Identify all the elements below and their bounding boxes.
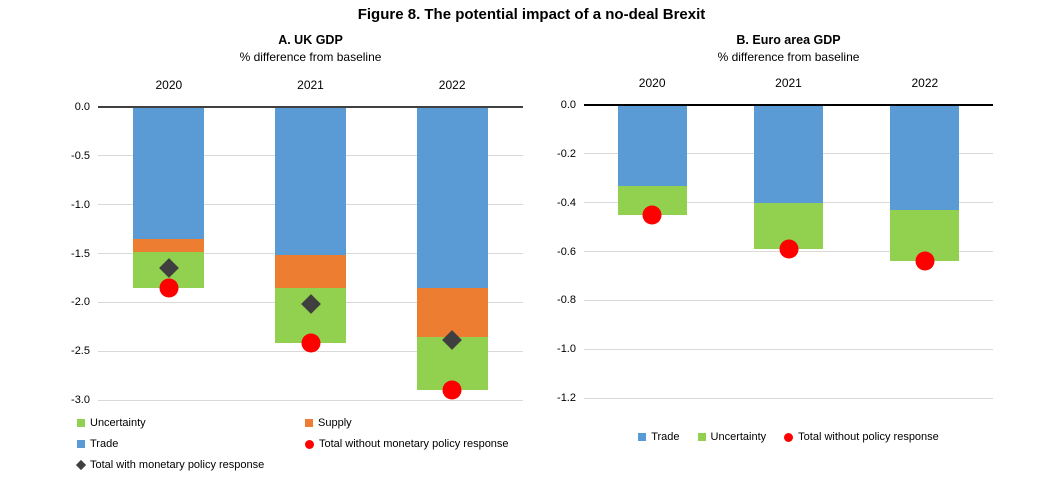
bar-trade-2021 [754,105,823,203]
legend-item-total-without-policy-response: Total without policy response [784,431,939,443]
x-category-label-2020: 2020 [155,78,183,92]
legend-item-trade: Trade [77,438,118,450]
figure-title: Figure 8. The potential impact of a no-d… [357,6,706,23]
marker-total-without-policy-response-2022 [915,251,935,271]
marker-total-without-monetary-policy-response-2020 [159,278,179,298]
zero-axis-line [584,104,993,106]
y-tick-label-0.0: 0.0 [560,99,576,111]
legend-label-trade: Trade [90,438,119,450]
y-tick-label--1.5: -1.5 [71,247,90,260]
diamond-legend-icon [75,459,87,471]
panel-a-title: A. UK GDP [278,33,343,47]
y-tick-label-0.0: 0.0 [74,101,90,113]
y-tick-label--0.6: -0.6 [557,245,576,258]
legend-item-trade: Trade [638,431,680,443]
bar-trade-2022 [890,105,960,210]
panel-a-subtitle: % difference from baseline [239,50,382,64]
x-category-label-2020: 2020 [638,76,666,90]
y-tick-label--2.0: -2.0 [71,296,90,309]
marker-total-without-monetary-policy-response-2021 [301,333,320,353]
y-tick-label--1.0: -1.0 [557,343,576,356]
legend-item-total-without-monetary-policy-response: Total without monetary policy response [305,438,509,450]
legend-label-uncertainty: Uncertainty [90,417,146,429]
y-tick-label--1.2: -1.2 [557,392,576,404]
legend-item-uncertainty: Uncertainty [77,417,146,429]
marker-total-without-policy-response-2020 [642,205,662,225]
legend-label-uncertainty: Uncertainty [710,431,767,443]
square-legend-icon [697,433,706,441]
square-legend-icon [638,433,647,441]
y-tick-label--3.0: -3.0 [71,394,90,406]
bar-trade-2020 [133,107,205,239]
bar-trade-2020 [617,105,687,186]
legend-label-total-with-monetary-policy-response: Total with monetary policy response [90,459,265,471]
y-tick-label--0.5: -0.5 [71,149,90,162]
panel-b-title: B. Euro area GDP [736,33,841,47]
legend-row: Trade Uncertainty Total without policy res… [584,431,993,443]
y-tick-label--1.0: -1.0 [71,198,90,211]
legend-item-total-with-monetary-policy-response: Total with monetary policy response [75,459,265,471]
gridline--1.2 [584,397,993,399]
marker-total-without-policy-response-2021 [779,239,798,259]
circle-legend-icon [305,439,314,449]
gridline--0.8 [584,299,993,301]
legend-label-total-without-monetary-policy-response: Total without monetary policy response [319,438,509,450]
zero-axis-line [98,106,523,108]
y-tick-label--0.4: -0.4 [557,196,576,209]
legend-item-uncertainty: Uncertainty [697,431,767,443]
gridline--1.0 [584,348,993,350]
legend-label-total-without-policy-response: Total without policy response [798,431,939,443]
y-tick-label--0.2: -0.2 [557,147,576,160]
bar-supply-2021 [275,255,346,288]
legend-label-supply: Supply [318,417,352,429]
bar-supply-2022 [416,287,488,338]
x-category-label-2021: 2021 [775,76,802,90]
square-legend-icon [77,419,85,427]
legend-item-supply: Supply [305,417,352,429]
marker-total-without-monetary-policy-response-2022 [442,380,462,400]
x-category-label-2022: 2022 [911,76,939,90]
panel-b-subtitle: % difference from baseline [717,50,860,64]
y-tick-label--0.8: -0.8 [557,294,576,307]
bar-supply-2020 [133,238,205,252]
panel-a-plot-area: 0.0 -0.5 -1.0 -1.5 -2.0 -2.5 -3.0 2020 2021 2022 [71,78,523,406]
y-tick-label--2.5: -2.5 [71,345,90,358]
square-legend-icon [77,440,85,448]
panel-b-plot-area: 0.0 -0.2 -0.4 -0.6 -0.8 -1.0 -1.2 2020 2021 2022 [557,76,993,404]
x-category-label-2022: 2022 [438,78,466,92]
bar-trade-2021 [275,107,346,256]
square-legend-icon [305,419,313,427]
bar-trade-2022 [416,107,488,288]
legend-label-trade: Trade [651,431,680,443]
gridline--3.0 [98,399,523,401]
x-category-label-2021: 2021 [297,78,324,92]
circle-legend-icon [784,432,794,442]
